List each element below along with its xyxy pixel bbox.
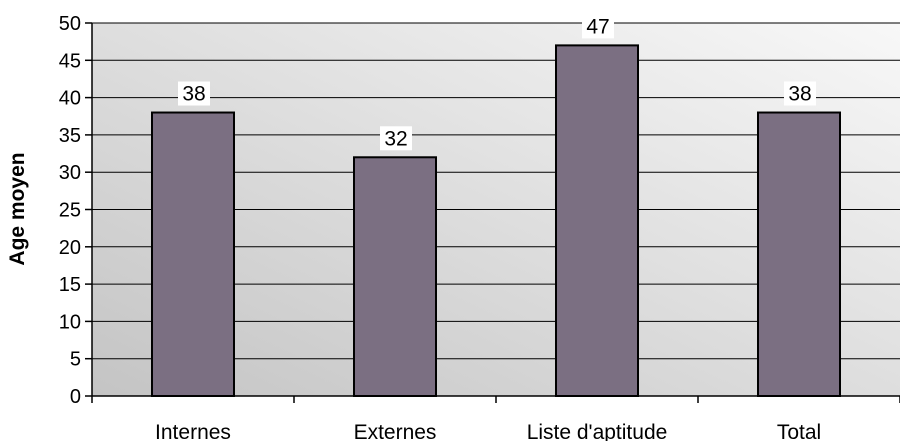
y-tick-label: 20 (59, 237, 81, 259)
y-tick-label: 25 (59, 200, 81, 222)
data-label: 32 (384, 127, 407, 150)
data-label: 47 (586, 15, 609, 38)
y-tick-label: 10 (59, 311, 81, 333)
bars (151, 44, 841, 398)
y-axis-title: Age moyen (6, 152, 29, 265)
bar (757, 111, 841, 398)
y-tick-label: 45 (59, 50, 81, 72)
y-tick-label: 50 (59, 13, 81, 35)
data-label: 38 (182, 83, 205, 106)
y-tick-label: 35 (59, 125, 81, 147)
x-category-label: Total (777, 421, 821, 441)
y-tick-label: 0 (70, 386, 81, 408)
bar (353, 156, 437, 397)
bar (151, 111, 235, 398)
data-label-background (784, 81, 816, 106)
x-category-label: Internes (155, 421, 231, 441)
y-tick-label: 15 (59, 274, 81, 296)
data-label-background (582, 14, 614, 39)
data-labels: 38 32 47 38 (178, 14, 816, 151)
x-category-label: Liste d'aptitude (527, 421, 668, 441)
x-category-label: Externes (354, 421, 437, 441)
y-tick-label: 30 (59, 162, 81, 184)
bar (555, 44, 639, 397)
data-label-background (178, 81, 210, 106)
data-label-background (380, 126, 412, 151)
x-category-labels: Internes Externes Liste d'aptitude Total (91, 396, 900, 441)
y-tick-label: 5 (70, 349, 81, 371)
y-tick-labels: 0 5 10 15 20 25 30 35 40 45 50 (59, 13, 92, 408)
data-label: 38 (788, 83, 811, 106)
y-tick-label: 40 (59, 88, 81, 110)
